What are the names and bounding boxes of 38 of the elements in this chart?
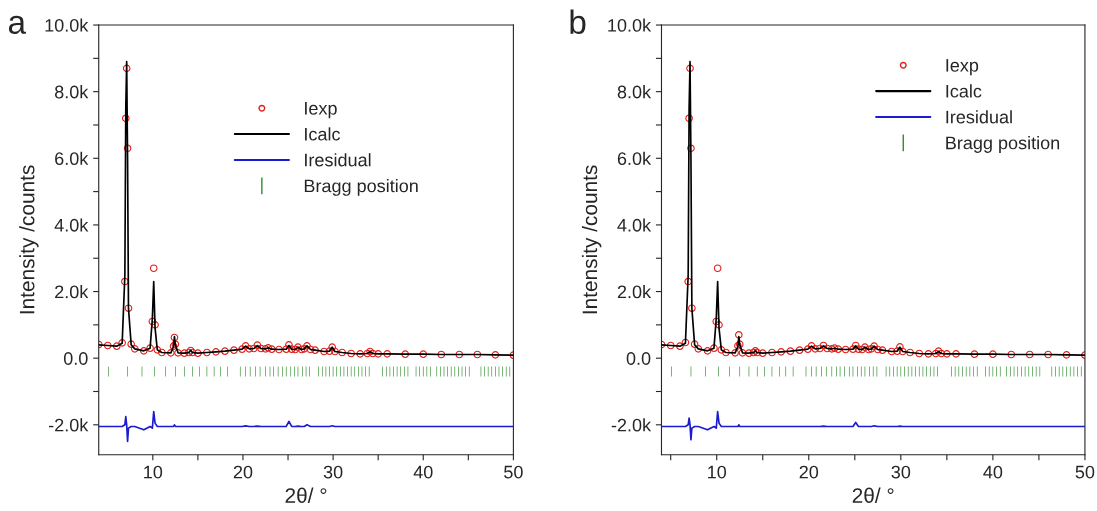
y-tick-label: 6.0k <box>617 151 652 166</box>
x-tick-label: 30 <box>891 465 911 479</box>
legend-label: Bragg position <box>304 179 418 196</box>
legend-label: Iexp <box>305 102 337 119</box>
x-tick-label: 20 <box>233 465 253 479</box>
x-axis-title: 2θ/ ° <box>852 487 894 503</box>
legend-label: Iresidual <box>946 110 1012 124</box>
y-tick-label: 4.0k <box>54 218 89 232</box>
x-tick-label: 30 <box>323 465 343 479</box>
legend-label: Icalc <box>946 84 982 98</box>
x-tick-label: 50 <box>504 465 523 479</box>
y-tick-label: 0.0 <box>626 352 651 365</box>
chart-title: b <box>570 9 586 34</box>
y-tick-label: 6.0k <box>55 151 89 166</box>
x-tick-label: 40 <box>983 465 1003 479</box>
legend-label: Iexp <box>946 59 979 76</box>
y-tick-label: 8.0k <box>54 85 89 99</box>
y-tick-label: 2.0k <box>617 285 652 299</box>
y-tick-label: 0.0 <box>63 352 88 365</box>
x-tick-label: 40 <box>413 465 433 479</box>
y-tick-label: 10.0k <box>45 18 89 32</box>
y-tick-label: -2.0k <box>48 418 89 432</box>
y-axis-title: Intensity /counts <box>581 165 602 314</box>
y-axis-title: Intensity /counts <box>19 165 39 314</box>
x-axis-title: 2θ/ ° <box>285 487 327 503</box>
legend-label: Bragg position <box>946 136 1060 153</box>
legend-label: Iresidual <box>305 153 371 167</box>
y-tick-label: 4.0k <box>617 218 652 232</box>
y-tick-label: 8.0k <box>617 85 652 99</box>
x-tick-label: 20 <box>799 465 819 479</box>
y-tick-label: 10.0k <box>608 18 652 32</box>
chart-title: a <box>8 15 27 34</box>
y-tick-label: -2.0k <box>611 418 652 432</box>
y-tick-label: 2.0k <box>55 285 89 299</box>
x-tick-label: 10 <box>708 465 727 479</box>
x-tick-label: 50 <box>1075 465 1095 479</box>
x-tick-label: 10 <box>144 465 163 479</box>
legend-label: Icalc <box>305 127 341 141</box>
